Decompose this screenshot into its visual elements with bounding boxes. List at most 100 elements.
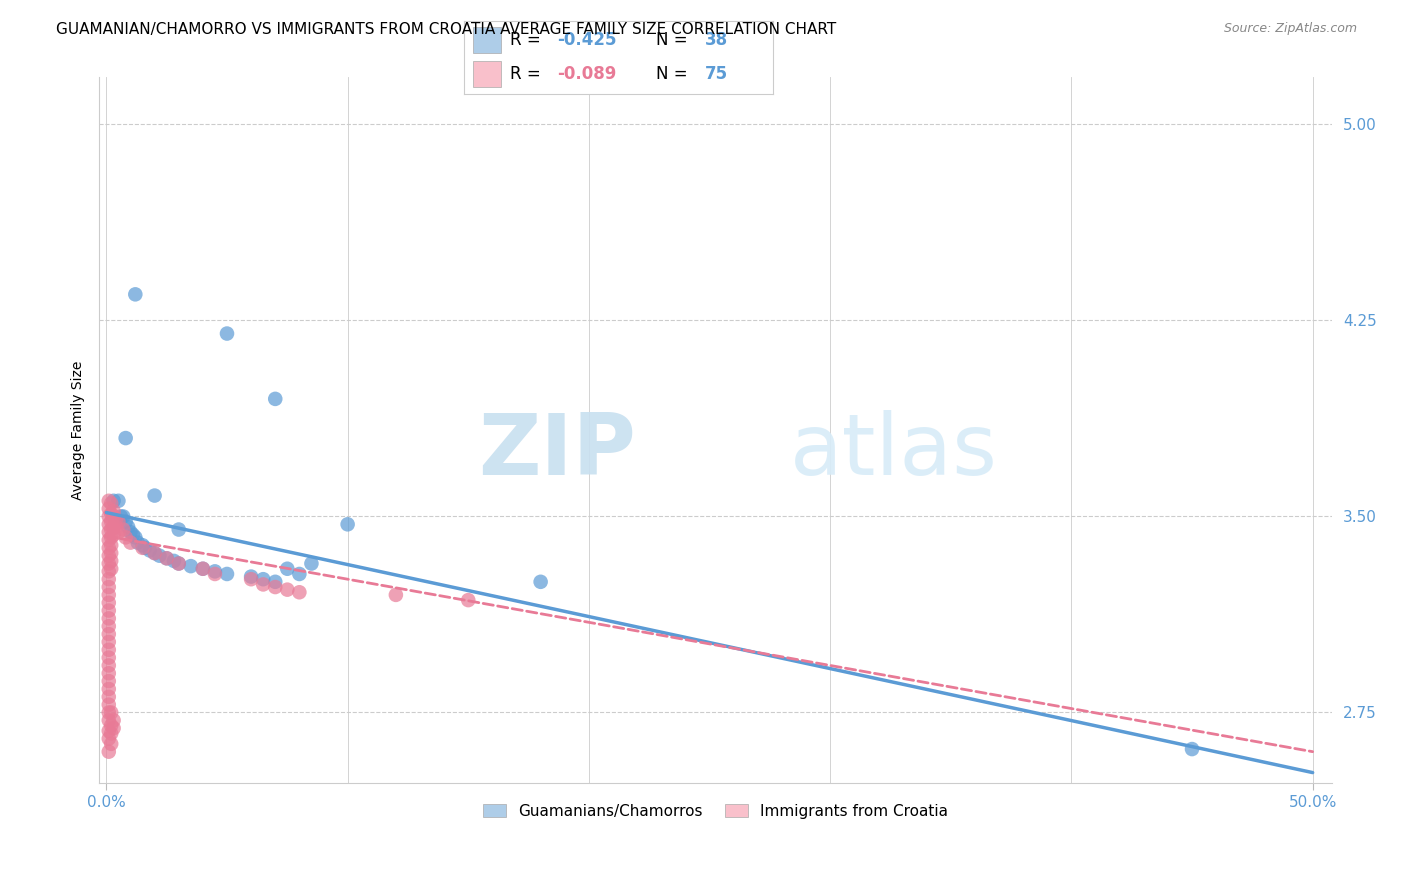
Point bbox=[100, 562, 122, 576]
Point bbox=[112, 509, 135, 524]
FancyBboxPatch shape bbox=[474, 61, 501, 87]
Point bbox=[100, 523, 122, 537]
Point bbox=[134, 541, 156, 555]
Point bbox=[457, 593, 479, 607]
Point bbox=[167, 557, 190, 571]
Point bbox=[110, 509, 132, 524]
Point bbox=[215, 326, 238, 341]
Point bbox=[103, 493, 125, 508]
Point bbox=[114, 515, 136, 529]
Point bbox=[97, 509, 120, 524]
Text: ZIP: ZIP bbox=[478, 410, 636, 493]
Point bbox=[100, 538, 122, 552]
Point bbox=[97, 714, 120, 728]
Point bbox=[252, 572, 274, 586]
Point bbox=[100, 726, 122, 740]
Point bbox=[103, 504, 125, 518]
Point bbox=[191, 562, 214, 576]
Point bbox=[103, 520, 125, 534]
Point bbox=[143, 546, 166, 560]
Point bbox=[156, 551, 179, 566]
Point bbox=[103, 714, 125, 728]
Point bbox=[97, 611, 120, 625]
Point bbox=[240, 569, 263, 583]
Point bbox=[107, 525, 129, 540]
Point bbox=[167, 557, 190, 571]
Point bbox=[97, 745, 120, 759]
Point bbox=[180, 559, 202, 574]
Point bbox=[97, 635, 120, 649]
Point bbox=[143, 546, 166, 560]
Point bbox=[103, 528, 125, 542]
Point bbox=[264, 574, 287, 589]
Point bbox=[288, 566, 311, 581]
Point bbox=[240, 572, 263, 586]
Point bbox=[100, 530, 122, 544]
Text: -0.089: -0.089 bbox=[557, 65, 616, 83]
Point bbox=[97, 642, 120, 657]
Point bbox=[97, 565, 120, 579]
Point bbox=[97, 501, 120, 516]
Point bbox=[100, 546, 122, 560]
Point bbox=[100, 554, 122, 568]
Point bbox=[530, 574, 553, 589]
Point bbox=[97, 493, 120, 508]
Point bbox=[97, 588, 120, 602]
Point bbox=[264, 392, 287, 406]
Point bbox=[97, 627, 120, 641]
Point bbox=[97, 557, 120, 571]
Point bbox=[163, 554, 186, 568]
Point bbox=[105, 512, 128, 526]
Point bbox=[103, 721, 125, 735]
Point bbox=[191, 562, 214, 576]
Point bbox=[97, 549, 120, 563]
Point bbox=[97, 731, 120, 746]
Point bbox=[120, 535, 142, 549]
Text: Source: ZipAtlas.com: Source: ZipAtlas.com bbox=[1223, 22, 1357, 36]
Point bbox=[107, 515, 129, 529]
Point bbox=[97, 681, 120, 696]
Point bbox=[103, 509, 125, 524]
Point bbox=[122, 528, 145, 542]
Point bbox=[97, 666, 120, 681]
Point bbox=[114, 530, 136, 544]
Point bbox=[139, 543, 162, 558]
Point bbox=[264, 580, 287, 594]
Point bbox=[97, 690, 120, 704]
Point bbox=[97, 580, 120, 594]
Point bbox=[276, 582, 298, 597]
Text: R =: R = bbox=[510, 65, 547, 83]
Point bbox=[97, 525, 120, 540]
Point bbox=[131, 538, 153, 552]
Point bbox=[156, 551, 179, 566]
Point bbox=[167, 523, 190, 537]
Text: N =: N = bbox=[655, 65, 693, 83]
Y-axis label: Average Family Size: Average Family Size bbox=[72, 360, 86, 500]
Point bbox=[288, 585, 311, 599]
Point bbox=[276, 562, 298, 576]
Point bbox=[100, 515, 122, 529]
Point bbox=[97, 619, 120, 633]
Point bbox=[107, 493, 129, 508]
Point bbox=[1265, 797, 1288, 811]
Point bbox=[100, 496, 122, 510]
Point bbox=[215, 566, 238, 581]
Point bbox=[97, 698, 120, 712]
Text: 75: 75 bbox=[706, 65, 728, 83]
Point bbox=[124, 287, 146, 301]
Point bbox=[97, 603, 120, 617]
Point bbox=[100, 507, 122, 521]
Text: R =: R = bbox=[510, 31, 547, 49]
Point bbox=[100, 737, 122, 751]
Point bbox=[148, 549, 170, 563]
Point bbox=[143, 489, 166, 503]
Text: N =: N = bbox=[655, 31, 693, 49]
Point bbox=[120, 525, 142, 540]
Point bbox=[252, 577, 274, 591]
Point bbox=[97, 541, 120, 555]
Point bbox=[105, 520, 128, 534]
Legend: Guamanians/Chamorros, Immigrants from Croatia: Guamanians/Chamorros, Immigrants from Cr… bbox=[477, 797, 955, 825]
Point bbox=[97, 517, 120, 532]
Text: -0.425: -0.425 bbox=[557, 31, 616, 49]
Point bbox=[385, 588, 408, 602]
